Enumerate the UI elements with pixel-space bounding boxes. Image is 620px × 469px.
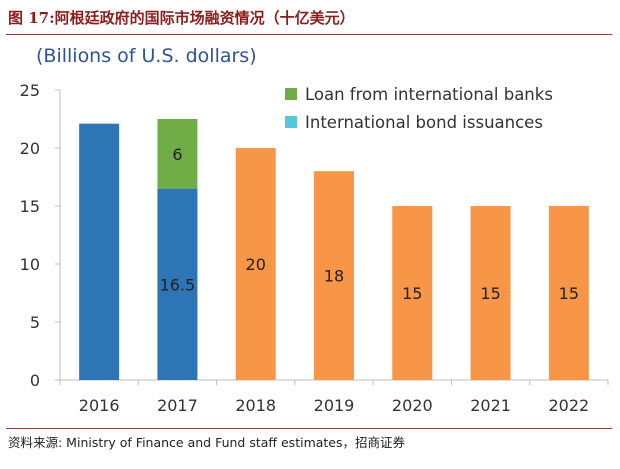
data-label: 15 [480, 284, 500, 303]
x-tick-label: 2016 [79, 396, 120, 415]
bar-2017-s0 [157, 188, 198, 380]
bar-2021-s2 [470, 206, 511, 380]
data-label: 16.5 [160, 275, 196, 294]
bar-2019-s2 [314, 171, 354, 380]
data-label: 15 [559, 284, 579, 303]
data-labels: 16.5 6 20 18 15 15 15 [160, 145, 579, 303]
data-label: 15 [402, 284, 422, 303]
x-tick-label: 2020 [392, 396, 433, 415]
y-tick-label: 20 [20, 139, 40, 158]
bar-2022-s2 [548, 206, 589, 380]
x-tick-label: 2019 [314, 396, 355, 415]
y-tick-label: 15 [20, 197, 40, 216]
x-tick-label: 2022 [548, 396, 589, 415]
data-label: 6 [172, 145, 182, 164]
y-tick-label: 5 [30, 313, 40, 332]
legend-swatch [285, 88, 297, 100]
legend: Loan from international banks Internation… [285, 85, 553, 132]
unit-label: (Billions of U.S. dollars) [36, 45, 257, 67]
data-label: 20 [246, 255, 266, 274]
legend-swatch [285, 116, 297, 128]
y-tick-label: 10 [20, 255, 40, 274]
data-label: 18 [324, 267, 344, 286]
figure-title: 图 17:阿根廷政府的国际市场融资情况（十亿美元） [8, 9, 355, 27]
legend-label: International bond issuances [305, 113, 543, 132]
x-tick-label: 2017 [157, 396, 198, 415]
y-tick-label: 25 [20, 81, 40, 100]
source-divider [6, 428, 612, 429]
bar-chart: (Billions of U.S. dollars) 0 5 10 15 20 25 20… [20, 45, 609, 415]
bar-2020-s2 [392, 206, 433, 380]
y-tick-label: 0 [30, 371, 40, 390]
y-axis: 0 5 10 15 20 25 [20, 81, 61, 390]
bar-2016-s0 [79, 123, 120, 380]
x-tick-label: 2021 [470, 396, 511, 415]
legend-label: Loan from international banks [305, 85, 553, 104]
source-note: 资料来源: Ministry of Finance and Fund staff… [8, 435, 406, 450]
x-axis: 2016 2017 2018 2019 2020 2021 2022 [59, 379, 609, 415]
title-divider [6, 34, 612, 35]
bar-2018-s2 [235, 148, 276, 380]
x-tick-label: 2018 [235, 396, 276, 415]
bar-2017-s1 [157, 119, 198, 189]
bars [79, 119, 589, 380]
